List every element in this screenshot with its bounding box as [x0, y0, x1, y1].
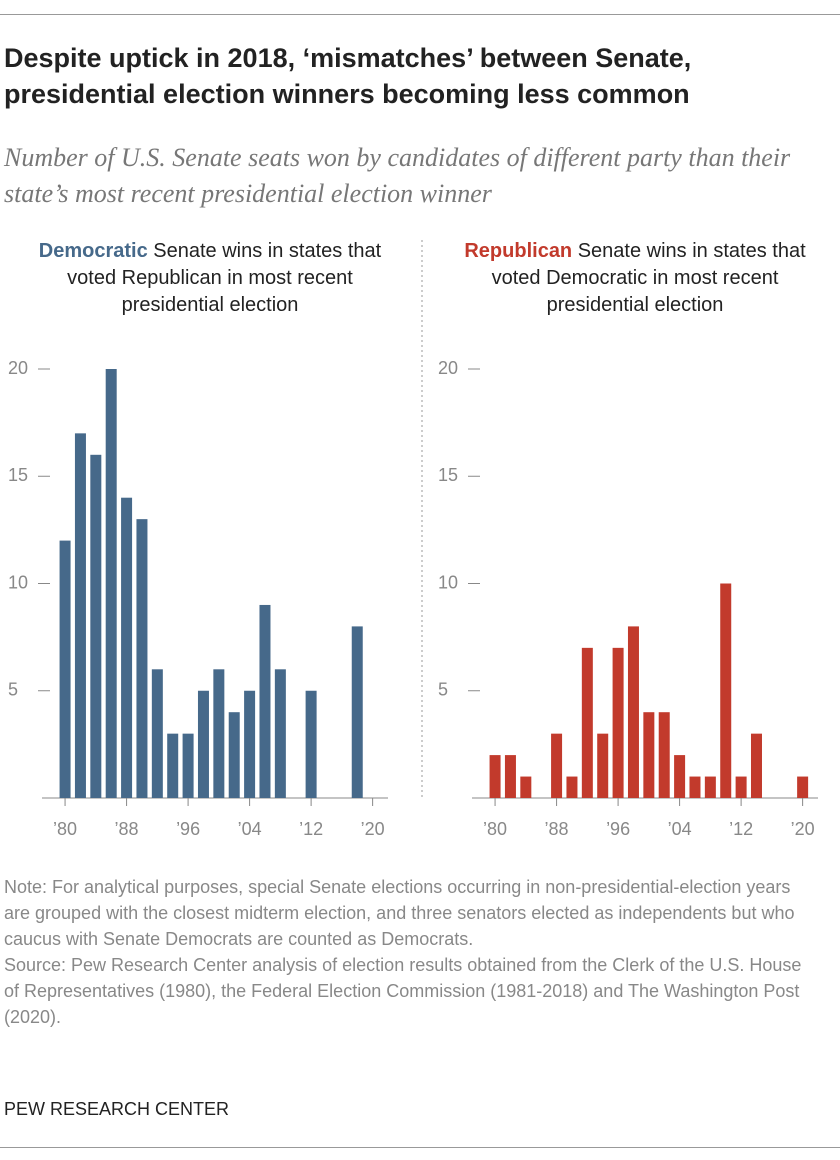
x-tick-label: ’04: [238, 819, 262, 839]
subtitle: Number of U.S. Senate seats won by candi…: [4, 143, 791, 208]
note: Note: For analytical purposes, special S…: [4, 877, 795, 949]
bar: [90, 454, 102, 798]
bar: [59, 540, 71, 798]
top-rule: [0, 14, 840, 15]
x-tick-label: ’12: [299, 819, 323, 839]
x-tick-label: ’88: [545, 819, 569, 839]
x-tick-label: ’88: [115, 819, 139, 839]
bar: [689, 776, 701, 798]
bar: [581, 647, 593, 798]
bar: [151, 669, 163, 798]
bar: [674, 755, 686, 798]
bottom-rule: [0, 1147, 840, 1148]
y-tick-label: 20: [8, 358, 28, 378]
bar: [627, 626, 639, 798]
bar: [704, 776, 716, 798]
panel-heading: Democratic Senate wins in states that vo…: [30, 238, 390, 319]
source: Source: Pew Research Center analysis of …: [4, 955, 802, 1027]
x-tick-label: ’96: [606, 819, 630, 839]
bar: [504, 755, 516, 798]
y-tick-label: 20: [438, 358, 458, 378]
x-tick-label: ’12: [729, 819, 753, 839]
panel-title: Senate wins in states that voted Republi…: [67, 240, 382, 316]
bar: [551, 733, 563, 798]
bar: [74, 433, 86, 798]
bar: [182, 733, 194, 798]
bar: [797, 776, 809, 798]
bar: [274, 669, 286, 798]
y-tick-label: 5: [438, 680, 448, 700]
x-tick-label: ’20: [791, 819, 815, 839]
y-tick-label: 15: [438, 465, 458, 485]
bar: [720, 583, 732, 798]
bar: [735, 776, 747, 798]
bar: [305, 690, 317, 798]
x-tick-label: ’20: [361, 819, 385, 839]
y-tick-label: 5: [8, 680, 18, 700]
bar: [597, 733, 609, 798]
x-tick-label: ’80: [53, 819, 77, 839]
bar: [136, 519, 148, 798]
x-tick-label: ’96: [176, 819, 200, 839]
y-tick-label: 10: [8, 572, 28, 592]
bar: [489, 755, 501, 798]
panel-heading: Republican Senate wins in states that vo…: [455, 238, 815, 319]
y-tick-label: 15: [8, 465, 28, 485]
bar: [520, 776, 532, 798]
bar: [612, 647, 624, 798]
bar: [566, 776, 578, 798]
bar: [213, 669, 225, 798]
bar: [351, 626, 363, 798]
bar: [167, 733, 179, 798]
bar: [105, 369, 117, 798]
x-tick-label: ’80: [483, 819, 507, 839]
bar: [643, 712, 655, 798]
bar: [658, 712, 670, 798]
bar: [228, 712, 240, 798]
x-tick-label: ’04: [668, 819, 692, 839]
party: Republican: [464, 240, 573, 262]
y-tick-label: 10: [438, 572, 458, 592]
bar: [121, 497, 133, 798]
party: Democratic: [38, 240, 148, 262]
notes: Note: For analytical purposes, special S…: [4, 874, 816, 1030]
bar: [750, 733, 762, 798]
bar: [244, 690, 256, 798]
organization: PEW RESEARCH CENTER: [4, 1099, 230, 1119]
panel-title: Senate wins in states that voted Democra…: [491, 240, 806, 316]
bar: [197, 690, 209, 798]
title: Despite uptick in 2018, ‘mismatches’ bet…: [4, 43, 692, 109]
bar: [259, 604, 271, 798]
